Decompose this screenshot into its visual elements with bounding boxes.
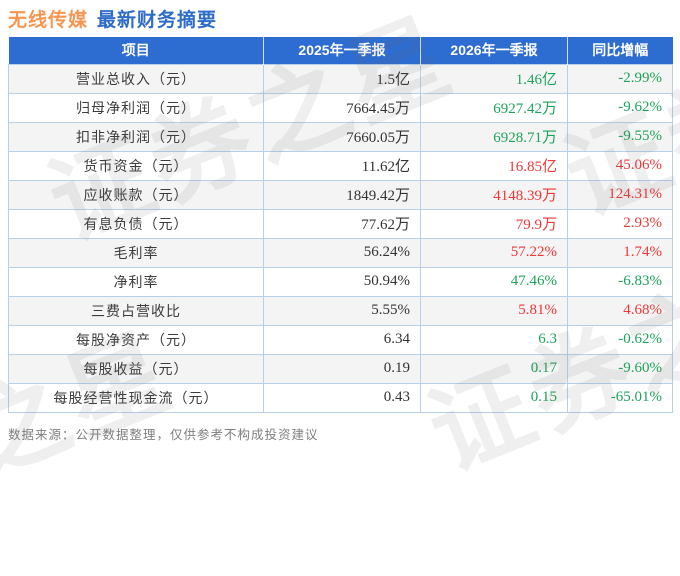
row-value-2025: 56.24% [263, 237, 421, 268]
row-value-yoy: 2.93% [567, 208, 673, 239]
row-item-label: 营业总收入（元） [8, 63, 264, 94]
row-value-2025: 1.5亿 [263, 63, 421, 94]
row-value-2025: 77.62万 [263, 208, 421, 239]
row-value-2025: 50.94% [263, 266, 421, 297]
table-row: 三费占营收比 5.55% 5.81% 4.68% [8, 295, 673, 326]
table-row: 毛利率 56.24% 57.22% 1.74% [8, 237, 673, 268]
col-header-2026-q1: 2026年一季报 [420, 37, 568, 64]
row-item-label: 每股收益（元） [8, 353, 264, 384]
row-item-label: 三费占营收比 [8, 295, 264, 326]
row-value-2026: 6928.71万 [420, 121, 568, 152]
row-value-yoy: -9.60% [567, 353, 673, 384]
row-value-2025: 7664.45万 [263, 92, 421, 123]
row-value-yoy: 4.68% [567, 295, 673, 326]
row-value-2025: 0.19 [263, 353, 421, 384]
data-source-note: 数据来源：公开数据整理，仅供参考不构成投资建议 [8, 428, 319, 442]
row-value-2026: 5.81% [420, 295, 568, 326]
table-row: 货币资金（元） 11.62亿 16.85亿 45.06% [8, 150, 673, 181]
row-value-2026: 4148.39万 [420, 179, 568, 210]
row-value-2026: 6927.42万 [420, 92, 568, 123]
row-value-yoy: -2.99% [567, 63, 673, 94]
row-value-2026: 1.46亿 [420, 63, 568, 94]
page-title: 无线传媒 最新财务摘要 [8, 5, 217, 32]
row-item-label: 每股经营性现金流（元） [8, 382, 264, 413]
row-value-2025: 7660.05万 [263, 121, 421, 152]
table-row: 有息负债（元） 77.62万 79.9万 2.93% [8, 208, 673, 239]
report-title: 最新财务摘要 [97, 10, 218, 31]
financial-summary-table: 项目 2025年一季报 2026年一季报 同比增幅 营业总收入（元） 1.5亿 … [8, 37, 673, 413]
row-item-label: 净利率 [8, 266, 264, 297]
table-row: 应收账款（元） 1849.42万 4148.39万 124.31% [8, 179, 673, 210]
row-item-label: 应收账款（元） [8, 179, 264, 210]
table-header: 项目 2025年一季报 2026年一季报 同比增幅 [8, 37, 673, 64]
row-value-2025: 1849.42万 [263, 179, 421, 210]
row-value-yoy: -0.62% [567, 324, 673, 355]
row-value-2026: 79.9万 [420, 208, 568, 239]
table-row: 每股经营性现金流（元） 0.43 0.15 -65.01% [8, 382, 673, 413]
row-value-yoy: 45.06% [567, 150, 673, 181]
row-value-2026: 0.17 [420, 353, 568, 384]
row-value-yoy: -6.83% [567, 266, 673, 297]
table-row: 扣非净利润（元） 7660.05万 6928.71万 -9.55% [8, 121, 673, 152]
row-value-yoy: 124.31% [567, 179, 673, 210]
row-item-label: 货币资金（元） [8, 150, 264, 181]
col-header-yoy: 同比增幅 [567, 37, 673, 64]
row-value-2026: 16.85亿 [420, 150, 568, 181]
row-value-2026: 47.46% [420, 266, 568, 297]
row-item-label: 扣非净利润（元） [8, 121, 264, 152]
row-value-2026: 57.22% [420, 237, 568, 268]
table-row: 归母净利润（元） 7664.45万 6927.42万 -9.62% [8, 92, 673, 123]
table-body: 营业总收入（元） 1.5亿 1.46亿 -2.99% 归母净利润（元） 7664… [8, 63, 673, 413]
row-item-label: 每股净资产（元） [8, 324, 264, 355]
row-value-2025: 11.62亿 [263, 150, 421, 181]
row-value-2025: 6.34 [263, 324, 421, 355]
row-value-2026: 6.3 [420, 324, 568, 355]
row-value-yoy: 1.74% [567, 237, 673, 268]
row-value-yoy: -65.01% [567, 382, 673, 413]
table-row: 营业总收入（元） 1.5亿 1.46亿 -2.99% [8, 63, 673, 94]
stock-name: 无线传媒 [8, 10, 89, 31]
row-value-2025: 0.43 [263, 382, 421, 413]
row-item-label: 有息负债（元） [8, 208, 264, 239]
row-value-yoy: -9.55% [567, 121, 673, 152]
table-row: 每股净资产（元） 6.34 6.3 -0.62% [8, 324, 673, 355]
row-item-label: 归母净利润（元） [8, 92, 264, 123]
row-value-2025: 5.55% [263, 295, 421, 326]
row-item-label: 毛利率 [8, 237, 264, 268]
table-row: 净利率 50.94% 47.46% -6.83% [8, 266, 673, 297]
table-row: 每股收益（元） 0.19 0.17 -9.60% [8, 353, 673, 384]
row-value-yoy: -9.62% [567, 92, 673, 123]
row-value-2026: 0.15 [420, 382, 568, 413]
col-header-2025-q1: 2025年一季报 [263, 37, 421, 64]
col-header-item: 项目 [8, 37, 264, 64]
